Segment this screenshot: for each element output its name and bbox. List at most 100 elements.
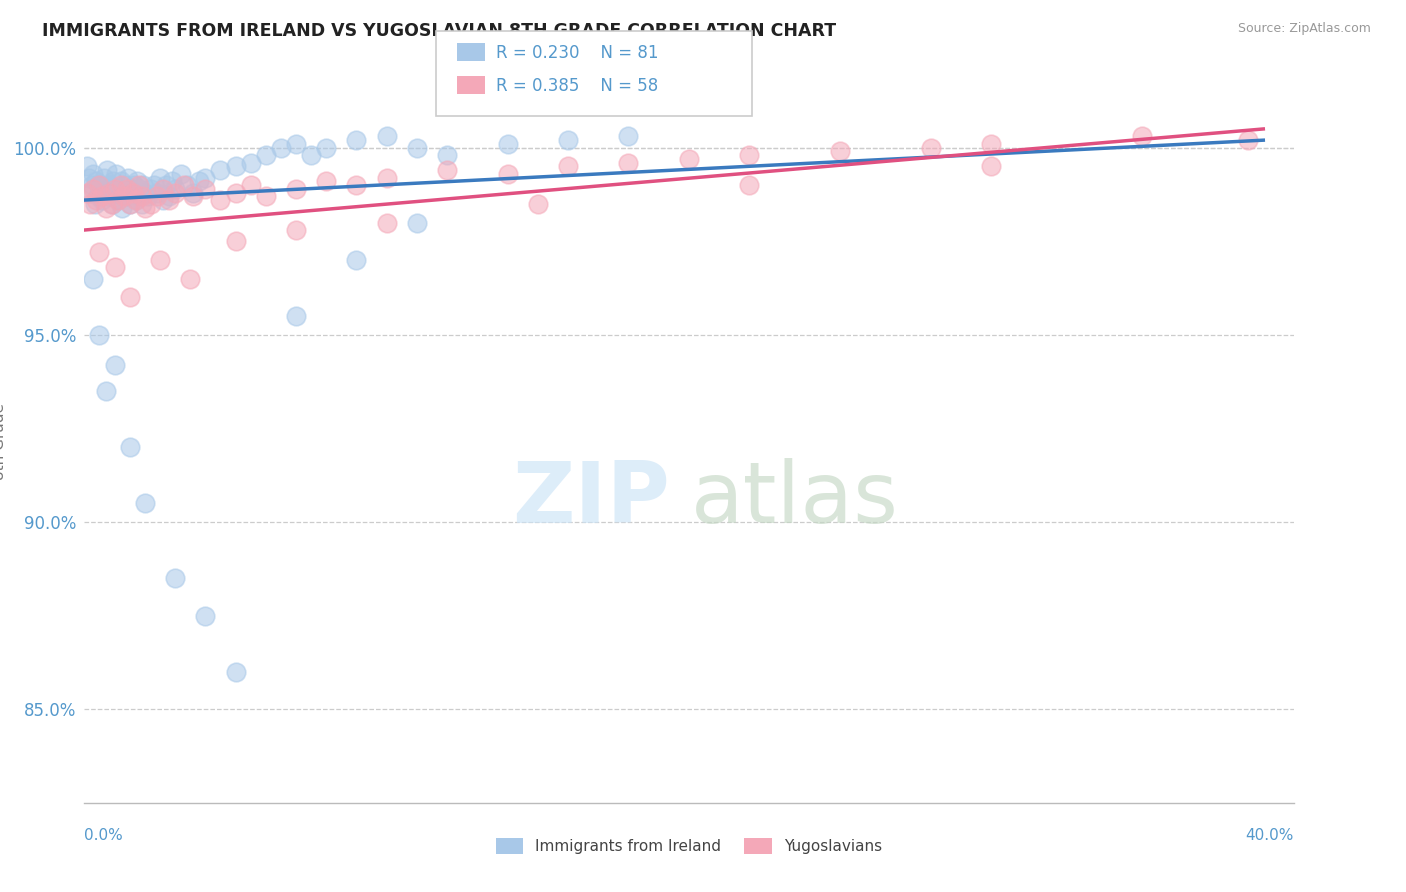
Point (112, 189, 135, 203)
Point (346, 252, 368, 267)
Point (89, 327, 111, 342)
Point (139, 196, 162, 211)
Point (82, 182, 104, 196)
Point (97, 186, 120, 200)
Point (436, 148, 458, 162)
Point (179, 271, 201, 285)
Point (375, 129, 398, 144)
Point (375, 170, 398, 185)
Point (110, 178, 132, 193)
Point (315, 141, 337, 155)
Point (299, 148, 322, 162)
Point (118, 290, 141, 304)
Point (94, 384, 117, 398)
Point (146, 189, 169, 203)
Point (176, 178, 198, 193)
Text: R = 0.385    N = 58: R = 0.385 N = 58 (496, 77, 658, 95)
Point (375, 215, 398, 229)
Point (121, 186, 143, 200)
Point (496, 167, 519, 181)
Point (107, 193, 129, 207)
Point (557, 160, 579, 174)
Point (91, 189, 114, 203)
Point (194, 608, 217, 623)
Point (93, 170, 115, 185)
Point (346, 133, 368, 147)
Point (104, 358, 127, 372)
Point (209, 193, 232, 207)
Point (76, 160, 98, 174)
Text: 40.0%: 40.0% (1246, 828, 1294, 843)
Point (254, 189, 277, 203)
Point (225, 234, 247, 248)
Point (104, 260, 127, 275)
Point (120, 182, 142, 196)
Point (285, 182, 308, 196)
Point (270, 141, 292, 155)
Point (100, 196, 122, 211)
Point (181, 186, 204, 200)
Point (285, 136, 308, 151)
Point (91, 193, 114, 207)
Text: Source: ZipAtlas.com: Source: ZipAtlas.com (1237, 22, 1371, 36)
Point (436, 163, 458, 178)
Point (225, 186, 247, 200)
Point (136, 189, 159, 203)
Point (94, 201, 117, 215)
Point (920, 141, 942, 155)
Point (115, 182, 138, 196)
Point (80, 178, 103, 193)
Point (165, 182, 187, 196)
Point (104, 182, 127, 196)
Point (980, 136, 1002, 151)
Point (79, 186, 101, 200)
Point (738, 148, 761, 162)
Point (285, 223, 308, 237)
Point (346, 178, 368, 193)
Point (557, 133, 579, 147)
Point (170, 167, 193, 181)
Point (89, 178, 111, 193)
Point (117, 170, 139, 185)
Point (194, 182, 217, 196)
Point (125, 193, 148, 207)
Text: IMMIGRANTS FROM IRELAND VS YUGOSLAVIAN 8TH GRADE CORRELATION CHART: IMMIGRANTS FROM IRELAND VS YUGOSLAVIAN 8… (42, 22, 837, 40)
Point (173, 178, 195, 193)
Point (406, 215, 429, 229)
Point (134, 496, 156, 510)
Point (406, 141, 429, 155)
Point (1237, 133, 1260, 147)
Point (76, 186, 98, 200)
Point (108, 182, 131, 196)
Text: R = 0.230    N = 81: R = 0.230 N = 81 (496, 44, 659, 62)
Y-axis label: 8th Grade: 8th Grade (0, 403, 7, 480)
Point (98, 178, 121, 193)
Point (100, 196, 122, 211)
Point (77, 170, 100, 185)
Point (134, 186, 156, 200)
Point (89, 178, 111, 193)
Point (285, 309, 308, 323)
Point (149, 252, 172, 267)
Point (225, 160, 247, 174)
Point (146, 186, 169, 200)
Point (87, 189, 110, 203)
Text: ZIP: ZIP (512, 458, 669, 541)
Point (678, 152, 700, 166)
Point (254, 148, 277, 162)
Point (128, 189, 150, 203)
Point (82, 167, 104, 181)
Point (128, 178, 150, 193)
Text: 0.0%: 0.0% (84, 828, 124, 843)
Point (527, 196, 550, 211)
Point (617, 155, 640, 169)
Point (110, 174, 132, 188)
Point (129, 182, 152, 196)
Point (86, 193, 108, 207)
Point (94, 182, 117, 196)
Point (165, 571, 187, 585)
Point (96, 163, 118, 178)
Text: atlas: atlas (690, 458, 898, 541)
Point (132, 178, 155, 193)
Point (122, 178, 145, 193)
